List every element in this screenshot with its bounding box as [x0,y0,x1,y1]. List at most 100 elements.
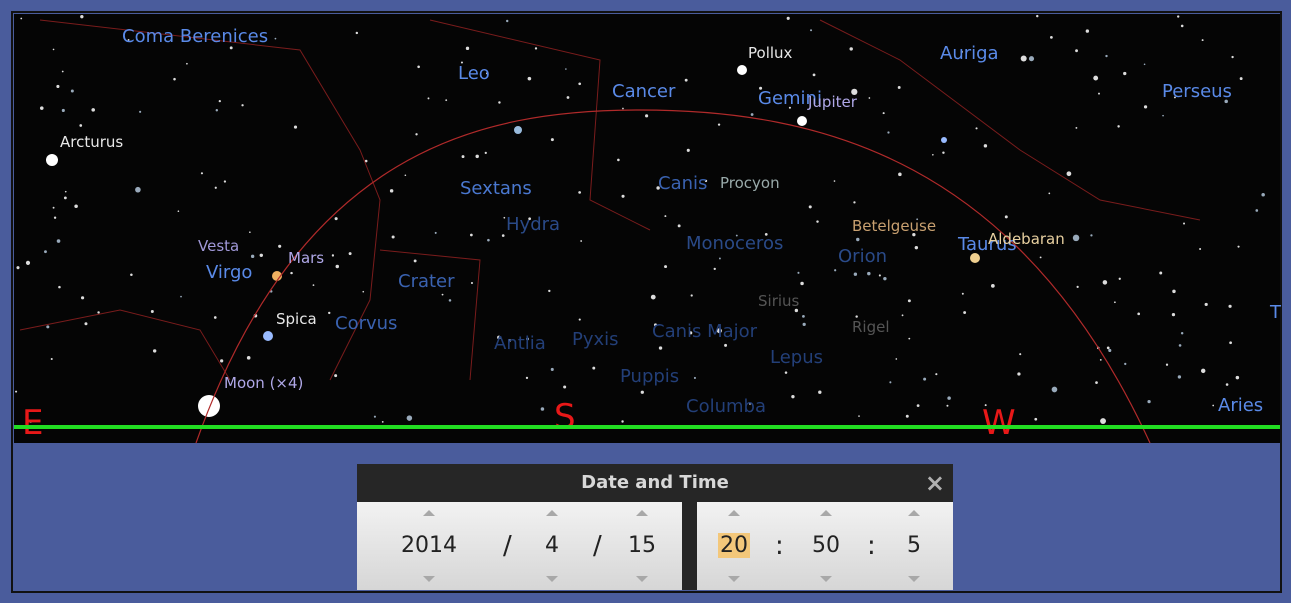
star [879,274,881,276]
star [215,187,217,189]
star [1178,375,1181,378]
star [1183,223,1185,225]
star [53,207,55,209]
constellation-label: Columba [686,396,766,417]
star [1077,286,1079,288]
constellation-label: Hydra [506,214,560,235]
star [935,373,937,375]
star [1105,55,1107,57]
star [1093,76,1098,81]
star [869,97,871,99]
star [895,358,897,360]
star [135,187,141,193]
star [1050,36,1053,39]
star [1052,387,1058,393]
constellation-label: Monoceros [686,233,783,254]
star [923,378,926,381]
star [917,404,920,407]
star [975,127,977,129]
star [685,79,688,82]
star [834,180,836,182]
star [51,358,53,360]
star [334,374,337,377]
star [1075,127,1077,129]
star [854,273,857,276]
star [1067,171,1072,176]
star [528,77,532,81]
star [906,415,909,418]
star [1090,234,1092,236]
second-spinner[interactable]: 5 [889,502,939,590]
star [1147,400,1150,403]
star [466,47,469,50]
star [1162,115,1164,117]
star [551,138,554,141]
star [249,231,251,233]
star [417,65,420,68]
star [178,210,180,212]
star [374,416,376,418]
close-button[interactable]: × [925,464,945,502]
star [275,38,277,40]
constellation-label: Leo [458,63,490,84]
constellation-label: Puppis [620,366,679,387]
date-time-dialog: Date and Time× 2014 / 4 / 15 20 : 50 : 5 [357,464,953,590]
star [963,311,966,314]
constellation-label: T [1269,302,1282,323]
constellation-label: Crater [398,271,455,292]
star [592,367,595,370]
star [62,109,65,112]
star [867,272,870,275]
star [362,291,364,293]
star [1048,192,1050,194]
star [1075,49,1078,52]
star [645,114,648,117]
star [487,239,490,242]
constellation-label: Sextans [460,178,532,199]
star [816,220,818,222]
year[interactable]: 2014 [401,533,457,558]
star [356,32,358,34]
day-spinner[interactable]: 15 [617,502,667,590]
star [563,386,566,389]
cardinal-point: S [554,397,576,437]
hour-spinner[interactable]: 20 [709,502,759,590]
star [62,71,64,73]
second[interactable]: 5 [907,533,921,558]
month[interactable]: 4 [545,533,559,558]
star [641,391,644,394]
star [224,180,226,182]
star [294,126,297,129]
star [335,217,338,220]
star [1261,193,1265,197]
star [1166,364,1168,366]
star [332,254,334,256]
year-spinner[interactable]: 2014 [385,502,473,590]
star [541,407,545,411]
star [1240,77,1243,80]
bright-object [263,331,273,341]
star [902,314,904,316]
star-label: Sirius [758,292,800,310]
constellation-label: Auriga [940,43,999,64]
star [651,295,656,300]
minute[interactable]: 50 [812,533,840,558]
hour[interactable]: 20 [718,533,750,558]
date-separator: / [503,502,512,590]
minute-spinner[interactable]: 50 [801,502,851,590]
star [1124,363,1126,365]
divider [682,502,697,590]
star [471,282,473,284]
month-spinner[interactable]: 4 [527,502,577,590]
day[interactable]: 15 [628,533,656,558]
star [1107,347,1110,350]
star [849,47,852,50]
star [678,224,681,227]
star [1237,246,1239,248]
star [580,240,582,242]
star [813,73,816,76]
cardinal-point: E [22,403,43,443]
star [201,172,203,174]
star [470,234,473,237]
star [800,282,803,285]
